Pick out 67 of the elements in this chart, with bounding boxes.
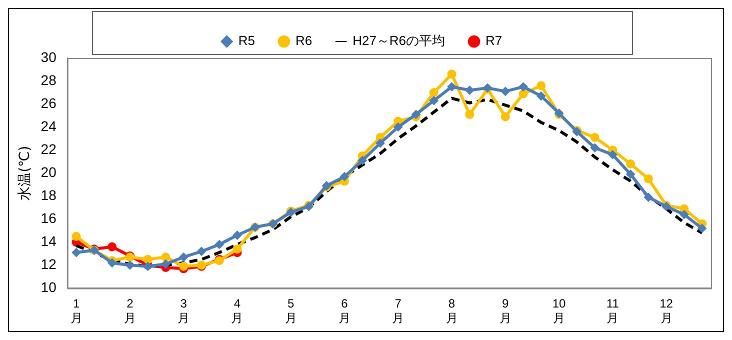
x-tick-label: 10 月 <box>552 296 566 326</box>
point <box>465 110 474 119</box>
point <box>590 132 600 142</box>
point <box>125 260 134 270</box>
point <box>108 242 117 252</box>
legend-label: R5 <box>238 33 255 48</box>
y-tick-label: 26 <box>40 94 57 111</box>
point <box>698 224 707 233</box>
y-tick-label: 30 <box>40 48 57 65</box>
x-tick-label: 4 月 <box>231 296 244 326</box>
point <box>500 86 510 96</box>
point <box>72 232 81 241</box>
point <box>429 96 438 106</box>
x-tick-label: 1 月 <box>70 296 82 326</box>
y-tick-label: 14 <box>40 233 57 250</box>
point <box>232 244 242 254</box>
point <box>500 112 510 122</box>
point <box>608 150 618 160</box>
point <box>626 159 636 168</box>
point <box>536 91 546 100</box>
legend-label: R7 <box>486 33 502 48</box>
y-tick-label: 16 <box>40 210 57 226</box>
point <box>232 230 242 240</box>
x-tick-label: 11 月 <box>606 296 620 326</box>
x-tick-label: 9 月 <box>499 296 512 326</box>
point <box>179 262 188 271</box>
point <box>536 81 546 90</box>
point <box>358 156 367 165</box>
x-tick-label: 6 月 <box>338 296 350 326</box>
point <box>447 70 456 79</box>
y-tick-label: 18 <box>40 186 57 203</box>
point <box>590 143 600 152</box>
point <box>412 110 421 119</box>
x-tick-label: 2 月 <box>124 296 136 326</box>
point <box>518 82 528 92</box>
y-tick-label: 12 <box>40 256 57 272</box>
point <box>376 138 385 148</box>
legend-label: R6 <box>295 33 312 48</box>
point <box>644 174 653 184</box>
x-tick-label: 7 月 <box>392 296 404 326</box>
point <box>196 246 206 256</box>
point <box>644 192 653 202</box>
y-axis-title: 水温(℃) <box>17 146 34 200</box>
point <box>340 172 349 182</box>
x-tick-label: 3 月 <box>178 296 190 326</box>
x-tick-label: 8 月 <box>446 296 458 326</box>
point <box>465 86 474 95</box>
x-tick-label: 5 月 <box>284 296 297 326</box>
y-tick-label: 24 <box>40 118 57 134</box>
legend-label: H27～R6の平均 <box>352 33 446 48</box>
y-tick-label: 28 <box>40 72 57 88</box>
point <box>680 210 689 220</box>
y-tick-label: 22 <box>40 140 57 157</box>
point <box>161 260 170 269</box>
point <box>626 170 636 179</box>
y-tick-label: 10 <box>40 279 57 296</box>
x-tick-label: 12 月 <box>660 296 674 326</box>
point <box>143 254 152 264</box>
point <box>394 122 403 132</box>
point <box>518 89 528 98</box>
y-tick-label: 20 <box>40 164 57 180</box>
point <box>429 88 438 98</box>
point <box>214 240 224 249</box>
point <box>161 252 170 262</box>
point <box>179 252 188 262</box>
point <box>447 82 456 92</box>
point <box>72 248 81 258</box>
